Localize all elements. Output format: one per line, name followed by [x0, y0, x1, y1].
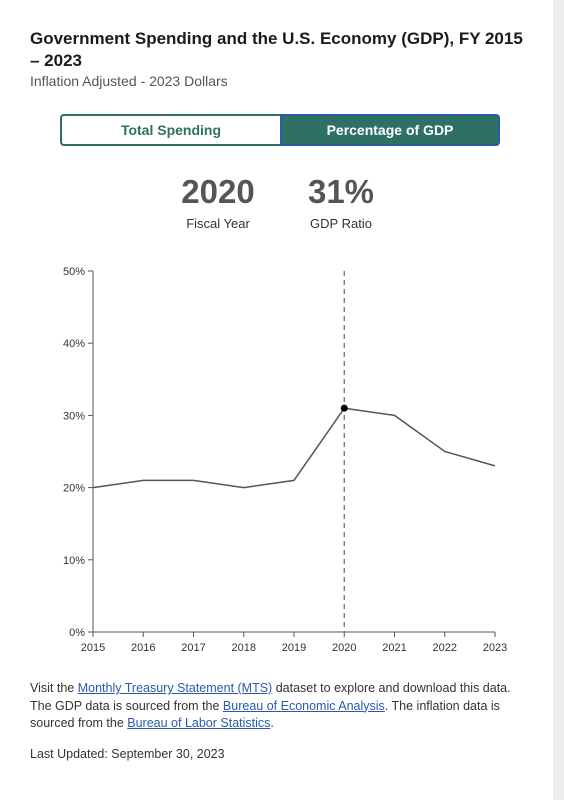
highlighted-data-point: [340, 404, 348, 412]
gdp-ratio-label: GDP Ratio: [310, 216, 372, 231]
y-tick-label: 20%: [63, 483, 85, 495]
view-toggle: Total Spending Percentage of GDP: [60, 114, 500, 146]
x-tick-label: 2017: [181, 642, 205, 654]
data-point: [493, 464, 497, 468]
x-tick-label: 2015: [81, 642, 105, 654]
y-tick-label: 0%: [69, 627, 85, 639]
total-spending-button[interactable]: Total Spending: [60, 114, 280, 146]
y-tick-label: 30%: [63, 410, 85, 422]
data-point: [91, 486, 95, 490]
y-tick-label: 40%: [63, 338, 85, 350]
bea-link[interactable]: Bureau of Economic Analysis: [222, 698, 385, 713]
gdp-ratio-value: 31%: [307, 173, 375, 210]
source-note: Visit the Monthly Treasury Statement (MT…: [30, 680, 530, 733]
data-point: [192, 478, 196, 482]
source-text-1: Visit the: [30, 681, 78, 695]
page-subtitle: Inflation Adjusted - 2023 Dollars: [30, 73, 228, 89]
x-tick-label: 2021: [382, 642, 406, 654]
source-text-2: dataset to explore and download this dat…: [30, 681, 511, 713]
series-line-gdp-ratio: [92, 407, 496, 489]
data-point: [141, 478, 145, 482]
source-text-4: .: [270, 716, 274, 730]
x-tick-label: 2023: [483, 642, 507, 654]
x-tick-label: 2019: [282, 642, 306, 654]
gdp-ratio-line-chart[interactable]: 0% 10% 20% 30% 40% 50% 2015 2016 2017 2018 2019 202…: [0, 255, 553, 665]
page-title: Government Spending and the U.S. Economy…: [30, 29, 523, 70]
x-tick-label: 2022: [433, 642, 457, 654]
x-tick-label: 2020: [332, 642, 356, 654]
fiscal-year-metric: 2020 Fiscal Year: [168, 172, 268, 231]
gdp-ratio-metric: 31% GDP Ratio: [291, 172, 391, 231]
last-updated: Last Updated: September 30, 2023: [30, 747, 225, 761]
percentage-of-gdp-button[interactable]: Percentage of GDP: [280, 114, 500, 146]
y-tick-label: 50%: [63, 266, 85, 278]
data-point: [443, 450, 447, 454]
bls-link[interactable]: Bureau of Labor Statistics: [127, 716, 271, 730]
source-text-3: . The inflation data is sourced from the: [30, 698, 500, 731]
fiscal-year-value: 2020: [181, 173, 255, 210]
y-tick-label: 10%: [63, 555, 85, 567]
data-point: [242, 486, 246, 490]
data-point: [393, 413, 397, 417]
x-tick-label: 2018: [232, 642, 256, 654]
mts-link[interactable]: Monthly Treasury Statement (MTS): [77, 681, 273, 695]
fiscal-year-label: Fiscal Year: [186, 216, 250, 231]
x-tick-label: 2016: [131, 642, 155, 654]
data-point: [292, 478, 296, 482]
